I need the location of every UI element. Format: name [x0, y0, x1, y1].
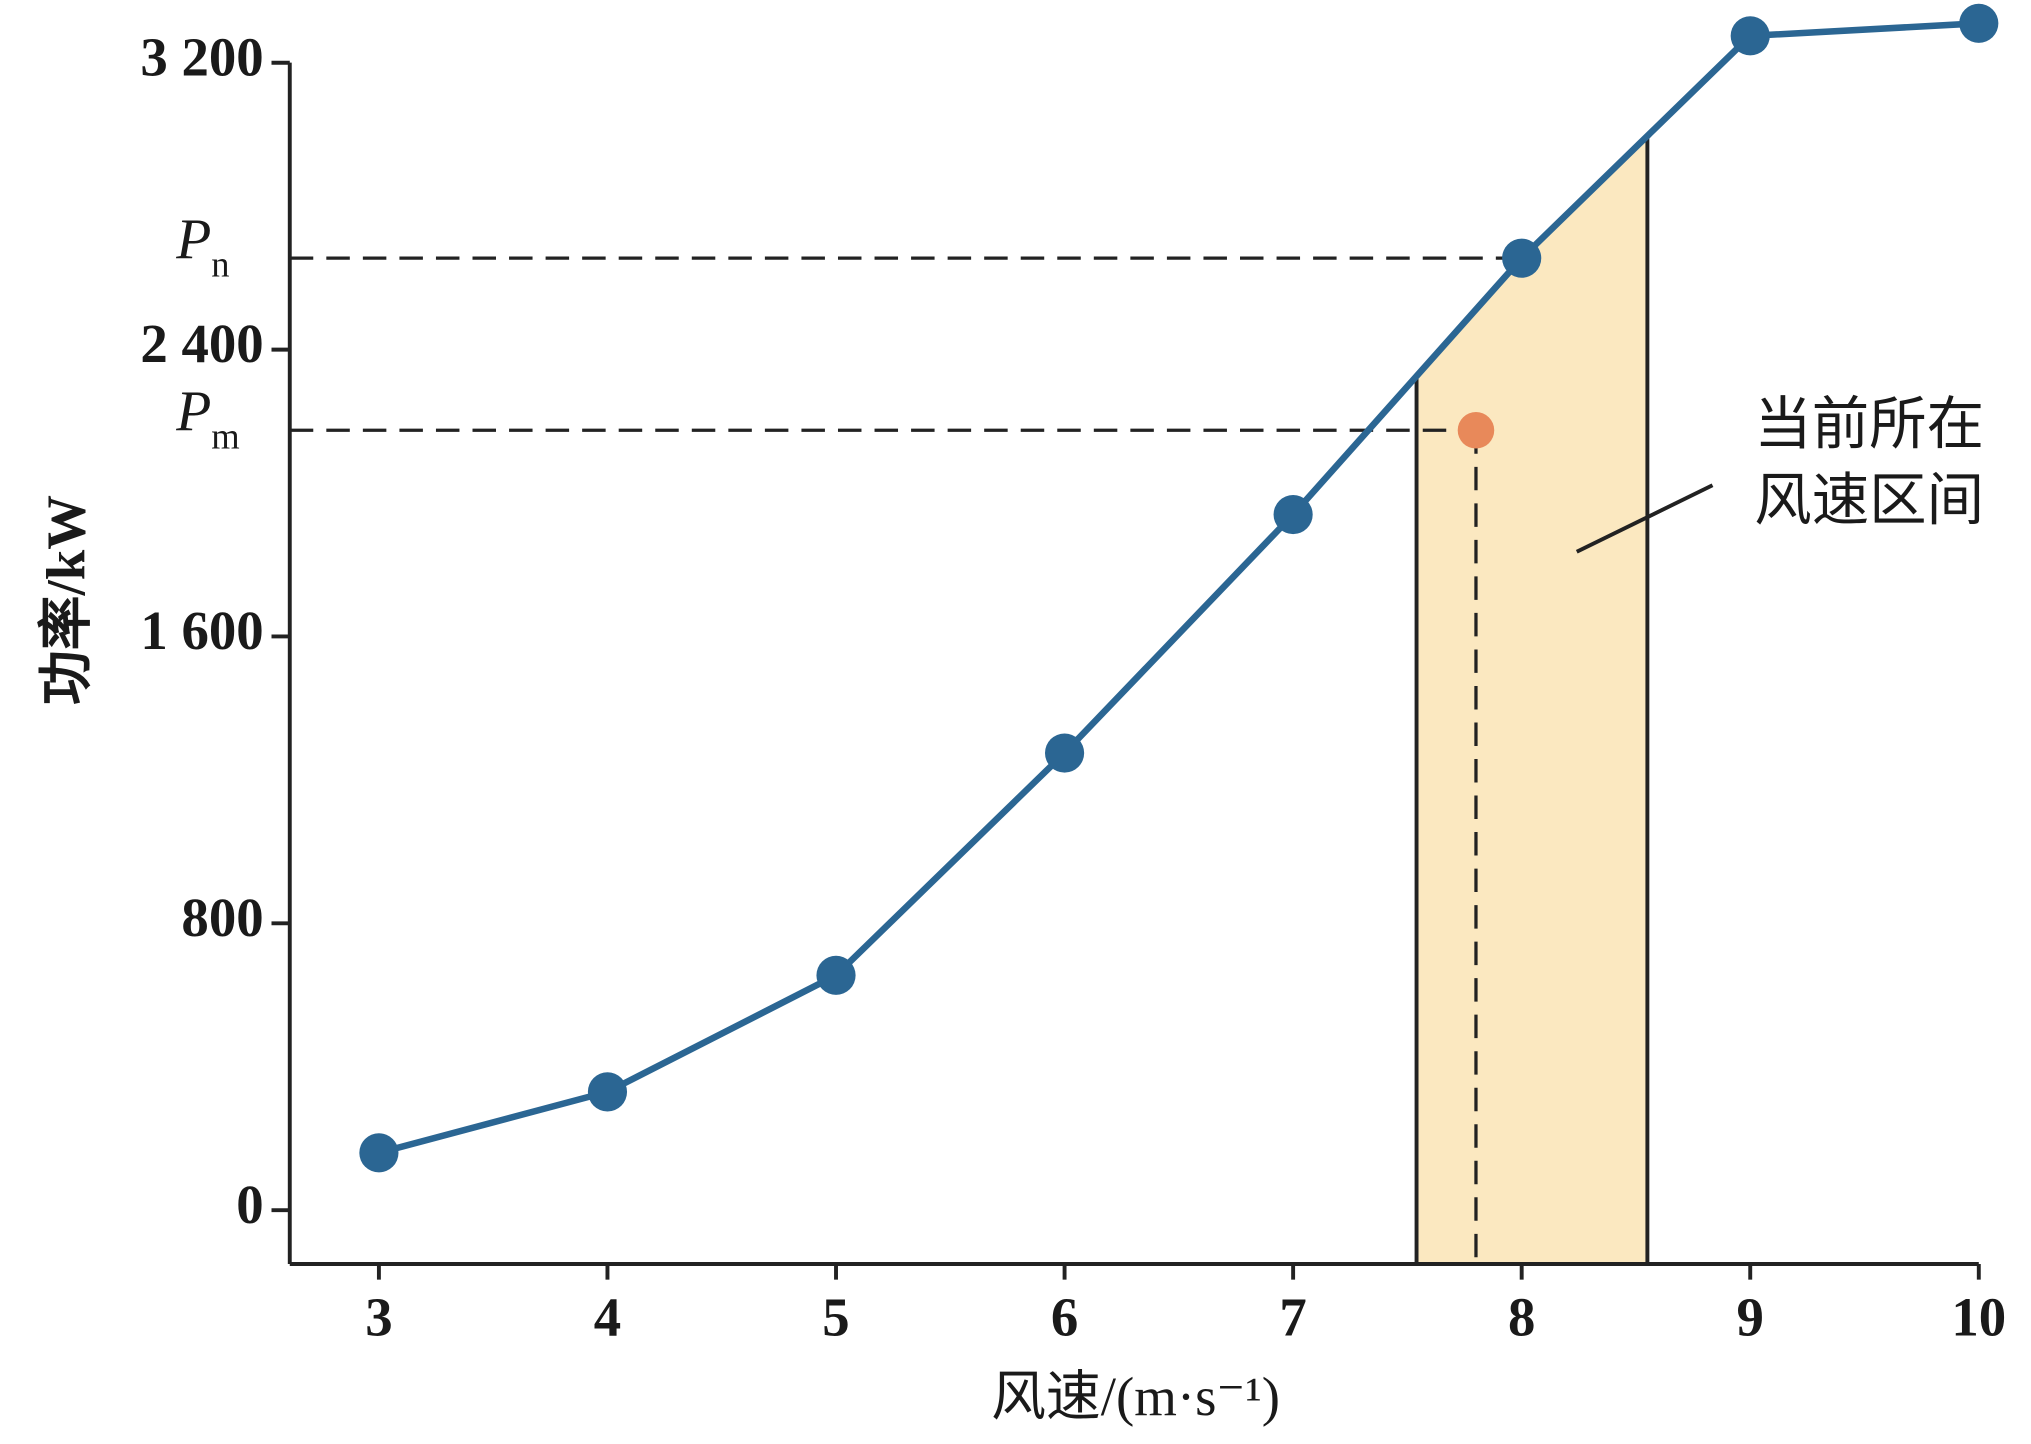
y-tick-label: 0 — [236, 1174, 263, 1235]
data-point — [587, 1072, 628, 1112]
x-tick-label: 8 — [1508, 1286, 1535, 1347]
current-point — [1457, 412, 1495, 449]
x-tick-label: 7 — [1279, 1286, 1306, 1347]
power-curve — [378, 20, 1979, 1156]
level-label: Pm — [175, 380, 240, 457]
data-point — [816, 955, 856, 995]
data-point — [1273, 494, 1313, 535]
y-axis-label: 功率/kW — [35, 495, 96, 705]
leader-line — [1575, 483, 1714, 554]
data-point — [1959, 3, 1999, 43]
band-label: 风速区间 — [1754, 469, 1984, 532]
x-tick-label: 3 — [365, 1286, 392, 1347]
level-subscript: n — [211, 244, 229, 285]
speed-band — [1416, 135, 1648, 1264]
data-point — [1502, 238, 1542, 278]
x-axis-label: 风速/(m·s⁻¹) — [991, 1366, 1280, 1427]
data-point — [1044, 733, 1085, 773]
y-tick-label: 2 400 — [140, 313, 263, 374]
data-point — [1730, 16, 1770, 56]
x-tick-label: 10 — [1951, 1286, 2006, 1347]
level-label: Pn — [175, 208, 229, 285]
y-tick-label: 800 — [181, 887, 263, 948]
level-symbol: P — [175, 208, 211, 271]
x-tick-label: 6 — [1051, 1286, 1078, 1347]
x-tick-label: 4 — [594, 1286, 621, 1347]
y-tick-label: 1 600 — [140, 600, 263, 661]
x-tick-label: 5 — [822, 1286, 849, 1347]
y-tick-label: 3 200 — [140, 26, 263, 87]
band-label: 当前所在 — [1754, 394, 1984, 457]
data-point — [359, 1133, 399, 1173]
x-tick-label: 9 — [1737, 1286, 1764, 1347]
level-subscript: m — [211, 416, 239, 457]
level-symbol: P — [175, 380, 211, 443]
